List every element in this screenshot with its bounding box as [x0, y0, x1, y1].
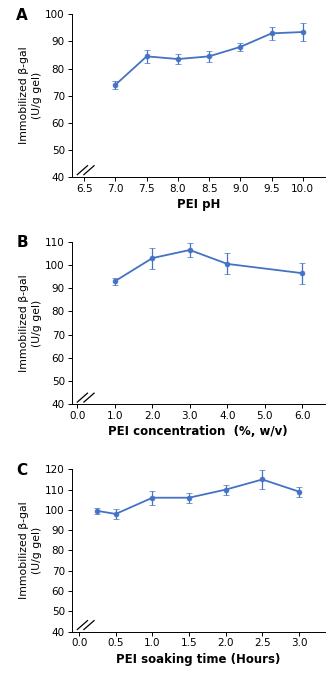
X-axis label: PEI concentration  (%, w/v): PEI concentration (%, w/v) [109, 425, 288, 438]
X-axis label: PEI soaking time (Hours): PEI soaking time (Hours) [116, 652, 280, 666]
Text: B: B [16, 235, 28, 251]
Text: C: C [16, 463, 27, 478]
Y-axis label: Immobilized β-gal
(U/g gel): Immobilized β-gal (U/g gel) [19, 501, 42, 599]
X-axis label: PEI pH: PEI pH [176, 197, 220, 211]
Y-axis label: Immobilized β-gal
(U/g gel): Immobilized β-gal (U/g gel) [19, 47, 42, 144]
Y-axis label: Immobilized β-gal
(U/g gel): Immobilized β-gal (U/g gel) [19, 274, 42, 372]
Text: A: A [16, 8, 28, 23]
